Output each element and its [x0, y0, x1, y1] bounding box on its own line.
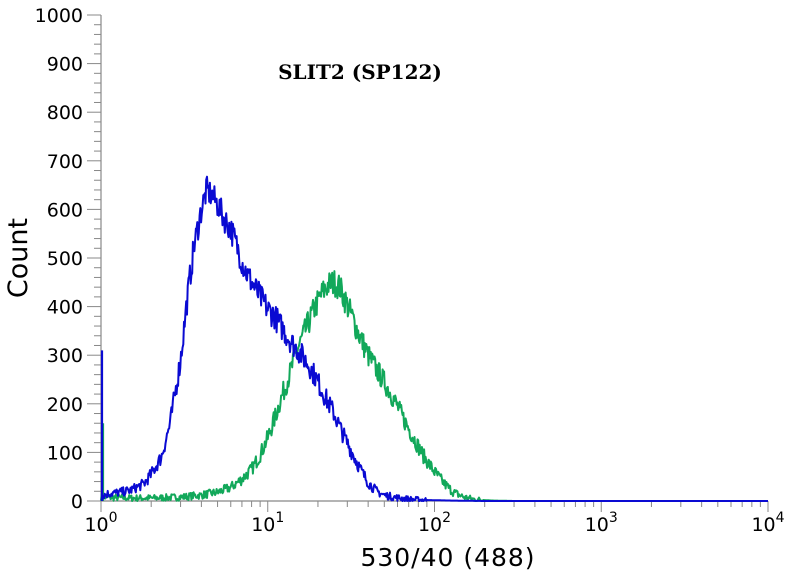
y-tick-label: 0 — [71, 491, 83, 513]
chart-annotation: SLIT2 (SP122) — [278, 60, 442, 84]
y-tick-label: 800 — [47, 102, 83, 124]
x-tick-label: 101 — [251, 510, 284, 536]
y-tick-label: 1000 — [35, 5, 83, 27]
y-axis: 0 100 200 300 400 500 600 700 800 900 1000 — [35, 5, 102, 513]
y-tick-label: 900 — [47, 54, 83, 76]
y-tick-label: 100 — [47, 442, 83, 464]
x-tick-label: 102 — [418, 510, 451, 536]
y-tick-label: 400 — [47, 297, 83, 319]
x-tick-label: 103 — [585, 510, 618, 536]
y-tick-label: 200 — [47, 394, 83, 416]
y-axis-title: Count — [3, 218, 34, 298]
x-tick-label: 100 — [84, 510, 117, 536]
series-line-green — [100, 270, 769, 502]
x-axis-title: 530/40 (488) — [360, 543, 535, 572]
series-line-blue — [100, 175, 769, 502]
x-axis: 100 101 102 103 104 — [84, 500, 785, 536]
y-tick-label: 500 — [47, 248, 83, 270]
y-tick-label: 300 — [47, 345, 83, 367]
y-tick-label: 700 — [47, 151, 83, 173]
series-layer — [100, 175, 769, 502]
y-tick-label: 600 — [47, 199, 83, 221]
x-tick-label: 104 — [751, 510, 784, 536]
